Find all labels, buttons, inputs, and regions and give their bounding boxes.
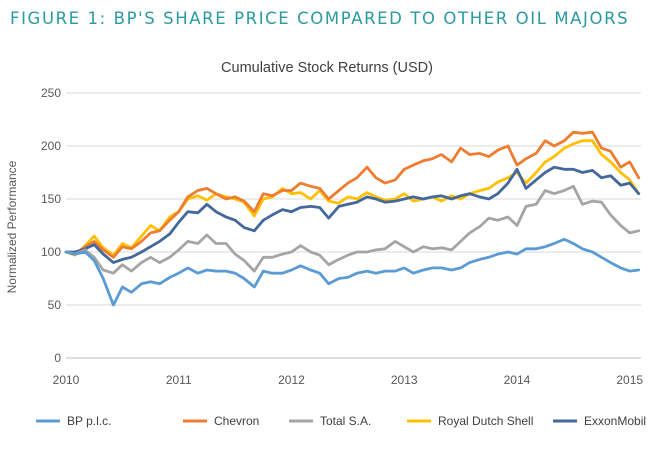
x-tick-label: 2013 (391, 373, 418, 387)
series-line-total-s-a (64, 184, 641, 275)
x-tick-label: 2011 (166, 373, 192, 387)
x-tick-labels: 2010 2011 2012 2013 2014 2015 (53, 373, 644, 387)
x-tick-label: 2015 (616, 373, 643, 387)
legend-item-exxonmobil: ExxonMobil (553, 414, 646, 428)
y-tick-label: 0 (54, 351, 61, 365)
series-lines (64, 130, 641, 307)
legend-label: BP p.l.c. (67, 414, 111, 428)
y-tick-label: 50 (48, 298, 62, 312)
y-axis-label: Normalized Performance (5, 160, 19, 293)
x-tick-label: 2012 (278, 373, 305, 387)
series-line-bp-p-l-c (64, 237, 641, 307)
x-tick-label: 2010 (53, 373, 80, 387)
legend-label: ExxonMobil (584, 414, 646, 428)
chart-title: Cumulative Stock Returns (USD) (221, 60, 433, 76)
y-tick-label: 150 (41, 192, 61, 206)
legend-label: Royal Dutch Shell (438, 414, 533, 428)
legend-item-royal-dutch-shell: Royal Dutch Shell (407, 414, 533, 428)
legend-label: Total S.A. (320, 414, 371, 428)
series-line-royal-dutch-shell (64, 139, 641, 257)
y-tick-label: 100 (41, 245, 61, 259)
figure-heading: FIGURE 1: BP'S SHARE PRICE COMPARED TO O… (10, 9, 630, 28)
series-line-chevron (64, 130, 641, 259)
legend-item-total-s-a: Total S.A. (289, 414, 371, 428)
legend-label: Chevron (214, 414, 259, 428)
series-line-exxonmobil (64, 165, 641, 265)
legend: BP p.l.c. Chevron Total S.A. Royal Dutch Sh… (36, 414, 646, 428)
legend-item-chevron: Chevron (183, 414, 259, 428)
x-tick-label: 2014 (504, 373, 531, 387)
y-tick-label: 250 (41, 86, 61, 100)
y-tick-label: 200 (41, 139, 61, 153)
y-tick-labels: 0 50 100 150 200 250 (41, 86, 61, 365)
legend-item-bp-p-l-c: BP p.l.c. (36, 414, 111, 428)
